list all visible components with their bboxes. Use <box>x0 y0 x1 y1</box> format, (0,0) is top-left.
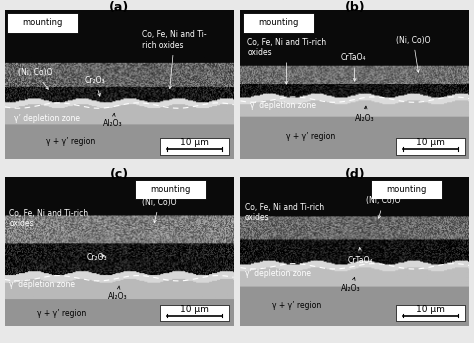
Text: Al₂O₃: Al₂O₃ <box>355 106 374 123</box>
Text: (Ni, Co)O: (Ni, Co)O <box>18 68 53 89</box>
Bar <box>396 138 465 155</box>
Text: Al₂O₃: Al₂O₃ <box>108 286 128 300</box>
Text: (b): (b) <box>345 1 365 14</box>
Bar <box>396 305 465 321</box>
Text: γ + γ’ region: γ + γ’ region <box>273 300 322 309</box>
Text: mounting: mounting <box>22 19 63 27</box>
Bar <box>135 180 206 199</box>
Text: γ’ depletion zone: γ’ depletion zone <box>14 115 80 123</box>
Bar <box>7 13 78 33</box>
Text: mounting: mounting <box>386 185 427 194</box>
Text: Co, Fe, Ni and Ti-rich
oxides: Co, Fe, Ni and Ti-rich oxides <box>9 209 89 228</box>
Text: Co, Fe, Ni and Ti-rich
oxides: Co, Fe, Ni and Ti-rich oxides <box>245 203 324 222</box>
Bar <box>243 13 314 33</box>
Text: mounting: mounting <box>258 19 298 27</box>
Text: CrTaO₄: CrTaO₄ <box>341 54 366 81</box>
Text: Al₂O₃: Al₂O₃ <box>103 113 123 128</box>
Text: (a): (a) <box>109 1 129 14</box>
Bar <box>371 180 442 199</box>
Text: Co, Fe, Ni and Ti-
rich oxides: Co, Fe, Ni and Ti- rich oxides <box>142 31 207 88</box>
Text: Co, Fe, Ni and Ti-rich
oxides: Co, Fe, Ni and Ti-rich oxides <box>247 38 327 84</box>
Text: γ + γ’ region: γ + γ’ region <box>46 137 95 146</box>
Text: γ’ depletion zone: γ’ depletion zone <box>9 280 75 289</box>
Bar <box>160 305 229 321</box>
Text: 10 μm: 10 μm <box>180 138 209 147</box>
Text: (c): (c) <box>109 168 129 181</box>
Text: (Ni, Co)O: (Ni, Co)O <box>396 36 430 72</box>
Text: γ’ depletion zone: γ’ depletion zone <box>245 269 311 278</box>
Text: CrTaO₄: CrTaO₄ <box>348 248 374 265</box>
Text: Cr₂O₃: Cr₂O₃ <box>85 76 105 96</box>
Text: 10 μm: 10 μm <box>180 305 209 314</box>
Text: (Ni, Co)O: (Ni, Co)O <box>366 196 401 218</box>
Text: (d): (d) <box>345 168 365 181</box>
Bar <box>160 138 229 155</box>
Text: γ + γ’ region: γ + γ’ region <box>37 309 86 318</box>
Text: Al₂O₃: Al₂O₃ <box>341 277 361 293</box>
Text: mounting: mounting <box>150 185 191 194</box>
Text: 10 μm: 10 μm <box>416 305 445 314</box>
Text: 10 μm: 10 μm <box>416 138 445 147</box>
Text: Cr₂O₃: Cr₂O₃ <box>87 253 108 262</box>
Text: γ’ depletion zone: γ’ depletion zone <box>250 101 316 110</box>
Text: (Ni, Co)O: (Ni, Co)O <box>142 198 176 223</box>
Text: γ + γ’ region: γ + γ’ region <box>286 132 336 141</box>
